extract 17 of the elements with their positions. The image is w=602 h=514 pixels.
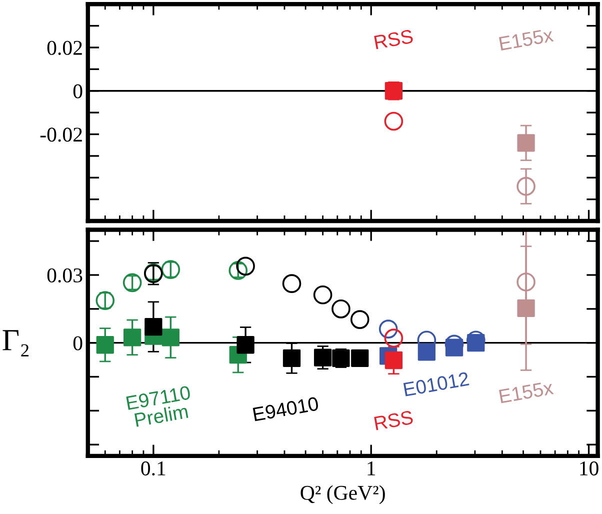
y-axis-title: Γ₂	[2, 330, 29, 356]
text: E97110 Prelim	[126, 386, 191, 427]
x-tick-label: 0.1	[141, 461, 166, 476]
text: RSS	[374, 29, 414, 50]
text: E01012	[403, 372, 470, 396]
x-tick-label: 1	[368, 461, 376, 476]
x-tick-label: 10	[580, 461, 598, 476]
text: E94010	[252, 396, 319, 422]
y-tick-label: 0.02	[47, 40, 82, 56]
text: E155x	[499, 28, 554, 51]
y-tick-label: 0	[73, 84, 82, 98]
y-tick-label: 0	[73, 336, 82, 350]
y-tick-label: 0.03	[47, 268, 82, 283]
text: E155x	[499, 380, 554, 404]
x-axis-title: Q² (GeV²)	[300, 485, 385, 504]
y-tick-label: -0.02	[40, 128, 82, 142]
text: RSS	[374, 410, 414, 430]
